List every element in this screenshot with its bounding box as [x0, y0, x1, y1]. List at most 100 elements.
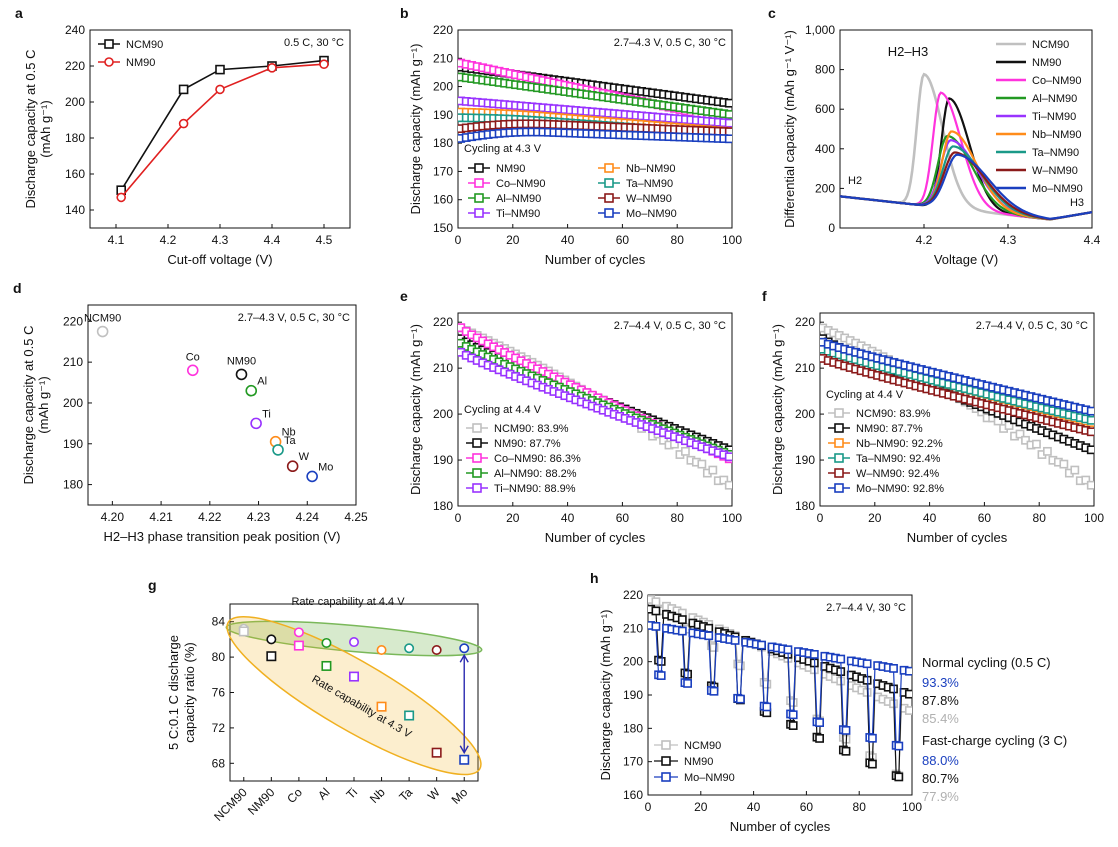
panel-e: 0 20 40 60 80 100 180 190 200 210 220 Number of cyc… [400, 288, 742, 545]
x-tick-label: 20 [506, 233, 520, 247]
y-tick-label: 150 [433, 221, 453, 235]
data-point [306, 470, 318, 483]
retention-pct: 80.7% [922, 771, 959, 786]
data-point [762, 679, 772, 689]
annotation: 2.7–4.4 V, 30 °C [826, 602, 906, 614]
legend-label: NCM90: 83.9% [856, 408, 931, 420]
point-label: Ti [262, 408, 271, 420]
data-point [321, 660, 332, 671]
plot-frame [457, 312, 733, 507]
x-tick-label: 100 [722, 511, 742, 525]
data-point [651, 621, 661, 631]
data-point [1081, 475, 1091, 485]
legend-label: Ta–NM90: 92.4% [856, 453, 941, 465]
legend-label: Mo–NM90 [684, 772, 735, 784]
data-point [894, 772, 904, 782]
y-tick-label: 220 [433, 23, 453, 37]
series-line [840, 153, 1092, 220]
data-point [809, 649, 819, 659]
data-point [788, 721, 798, 730]
x-tick-label: 0 [455, 233, 462, 247]
data-point [834, 408, 844, 418]
y-tick-label: 220 [63, 314, 83, 328]
y-axis-label: (mAh g⁻¹) [36, 376, 51, 433]
panel-label: g [148, 577, 157, 593]
series-group [840, 72, 1092, 221]
legend-label: Ti–NM90: 88.9% [494, 483, 576, 495]
y-tick-label: 200 [623, 655, 643, 669]
annotation: 2.7–4.4 V, 0.5 C, 30 °C [614, 320, 726, 332]
y-tick-label: 160 [623, 788, 643, 802]
data-point [724, 134, 732, 144]
data-point [604, 208, 614, 218]
data-point [474, 208, 484, 218]
data-point [404, 710, 415, 721]
y-tick-label: 170 [433, 164, 453, 178]
x-tick-label: NCM90 [211, 785, 250, 824]
annotation: H3 [1070, 197, 1084, 209]
data-point [836, 654, 846, 664]
x-tick-label: 4.25 [344, 510, 368, 524]
y-axis-label: capacity ratio (%) [182, 642, 197, 742]
y-axis-label: Discharge capacity at 0.5 C [21, 326, 36, 485]
x-tick-label: 20 [506, 511, 520, 525]
data-point [238, 626, 249, 637]
legend-label: NM90 [684, 756, 713, 768]
point-label: Al [257, 376, 267, 388]
arrow-head [459, 745, 469, 755]
data-point [724, 110, 732, 119]
data-point [1086, 427, 1094, 437]
annotation: H2–H3 [888, 44, 928, 59]
data-point [904, 666, 912, 676]
y-tick-label: 600 [815, 102, 835, 116]
data-point [376, 701, 387, 712]
y-tick-label: 220 [65, 59, 85, 73]
data-point [708, 465, 718, 475]
plot-frame [87, 304, 357, 506]
y-tick-label: 200 [433, 407, 453, 421]
x-tick-label: Al [315, 785, 332, 802]
y-axis-label: 5 C:0.1 C discharge [166, 635, 181, 750]
data-point [735, 694, 745, 704]
legend-label: Mo–NM90 [626, 208, 677, 220]
data-point [815, 718, 824, 727]
y-tick-label: 160 [433, 193, 453, 207]
y-tick-label: 200 [815, 181, 835, 195]
x-tick-label: 4.5 [316, 233, 333, 247]
data-point [472, 468, 482, 478]
data-point [474, 193, 484, 203]
y-tick-label: 84 [212, 615, 226, 629]
x-tick-label: 60 [978, 511, 992, 525]
retention-pct: 88.0% [922, 753, 959, 768]
x-tick-label: 80 [671, 511, 685, 525]
legend-label: Ti–NM90 [1032, 111, 1076, 123]
panel-h: 0 20 40 60 80 100 160 170 180 190 200 210 220 Number … [590, 570, 1067, 834]
data-point [186, 364, 199, 377]
x-axis-label: Number of cycles [907, 530, 1008, 545]
legend-title: Cycling at 4.3 V [464, 143, 542, 155]
legend-label: Al–NM90 [496, 193, 541, 205]
data-point [245, 384, 258, 397]
panel-d: 4.20 4.21 4.22 4.23 4.24 4.25 180 190 200 210 220 H… [13, 280, 368, 544]
data-point [841, 726, 851, 735]
y-tick-label: 80 [212, 650, 226, 664]
data-point [472, 423, 482, 433]
y-tick-label: 200 [795, 407, 815, 421]
data-point [677, 626, 687, 636]
legend-label: W–NM90 [1032, 165, 1078, 177]
data-point [867, 733, 877, 743]
data-point [834, 483, 844, 493]
legend-label: Al–NM90 [1032, 93, 1077, 105]
retention-pct: 87.8% [922, 693, 959, 708]
data-point [834, 453, 844, 463]
x-tick-label: 4.4 [264, 233, 281, 247]
data-point [235, 368, 248, 381]
data-point [1043, 446, 1052, 456]
panel-b: 0 20 40 60 80 100 150 160 170 180 190 200 210 220 Numb… [400, 5, 742, 267]
data-point [215, 64, 225, 75]
data-point [904, 689, 912, 699]
data-point [116, 192, 126, 203]
legend-label: Ti–NM90 [496, 208, 540, 220]
y-axis-label: Discharge capacity (mAh g⁻¹) [598, 610, 613, 781]
x-axis-label: Number of cycles [730, 819, 831, 834]
